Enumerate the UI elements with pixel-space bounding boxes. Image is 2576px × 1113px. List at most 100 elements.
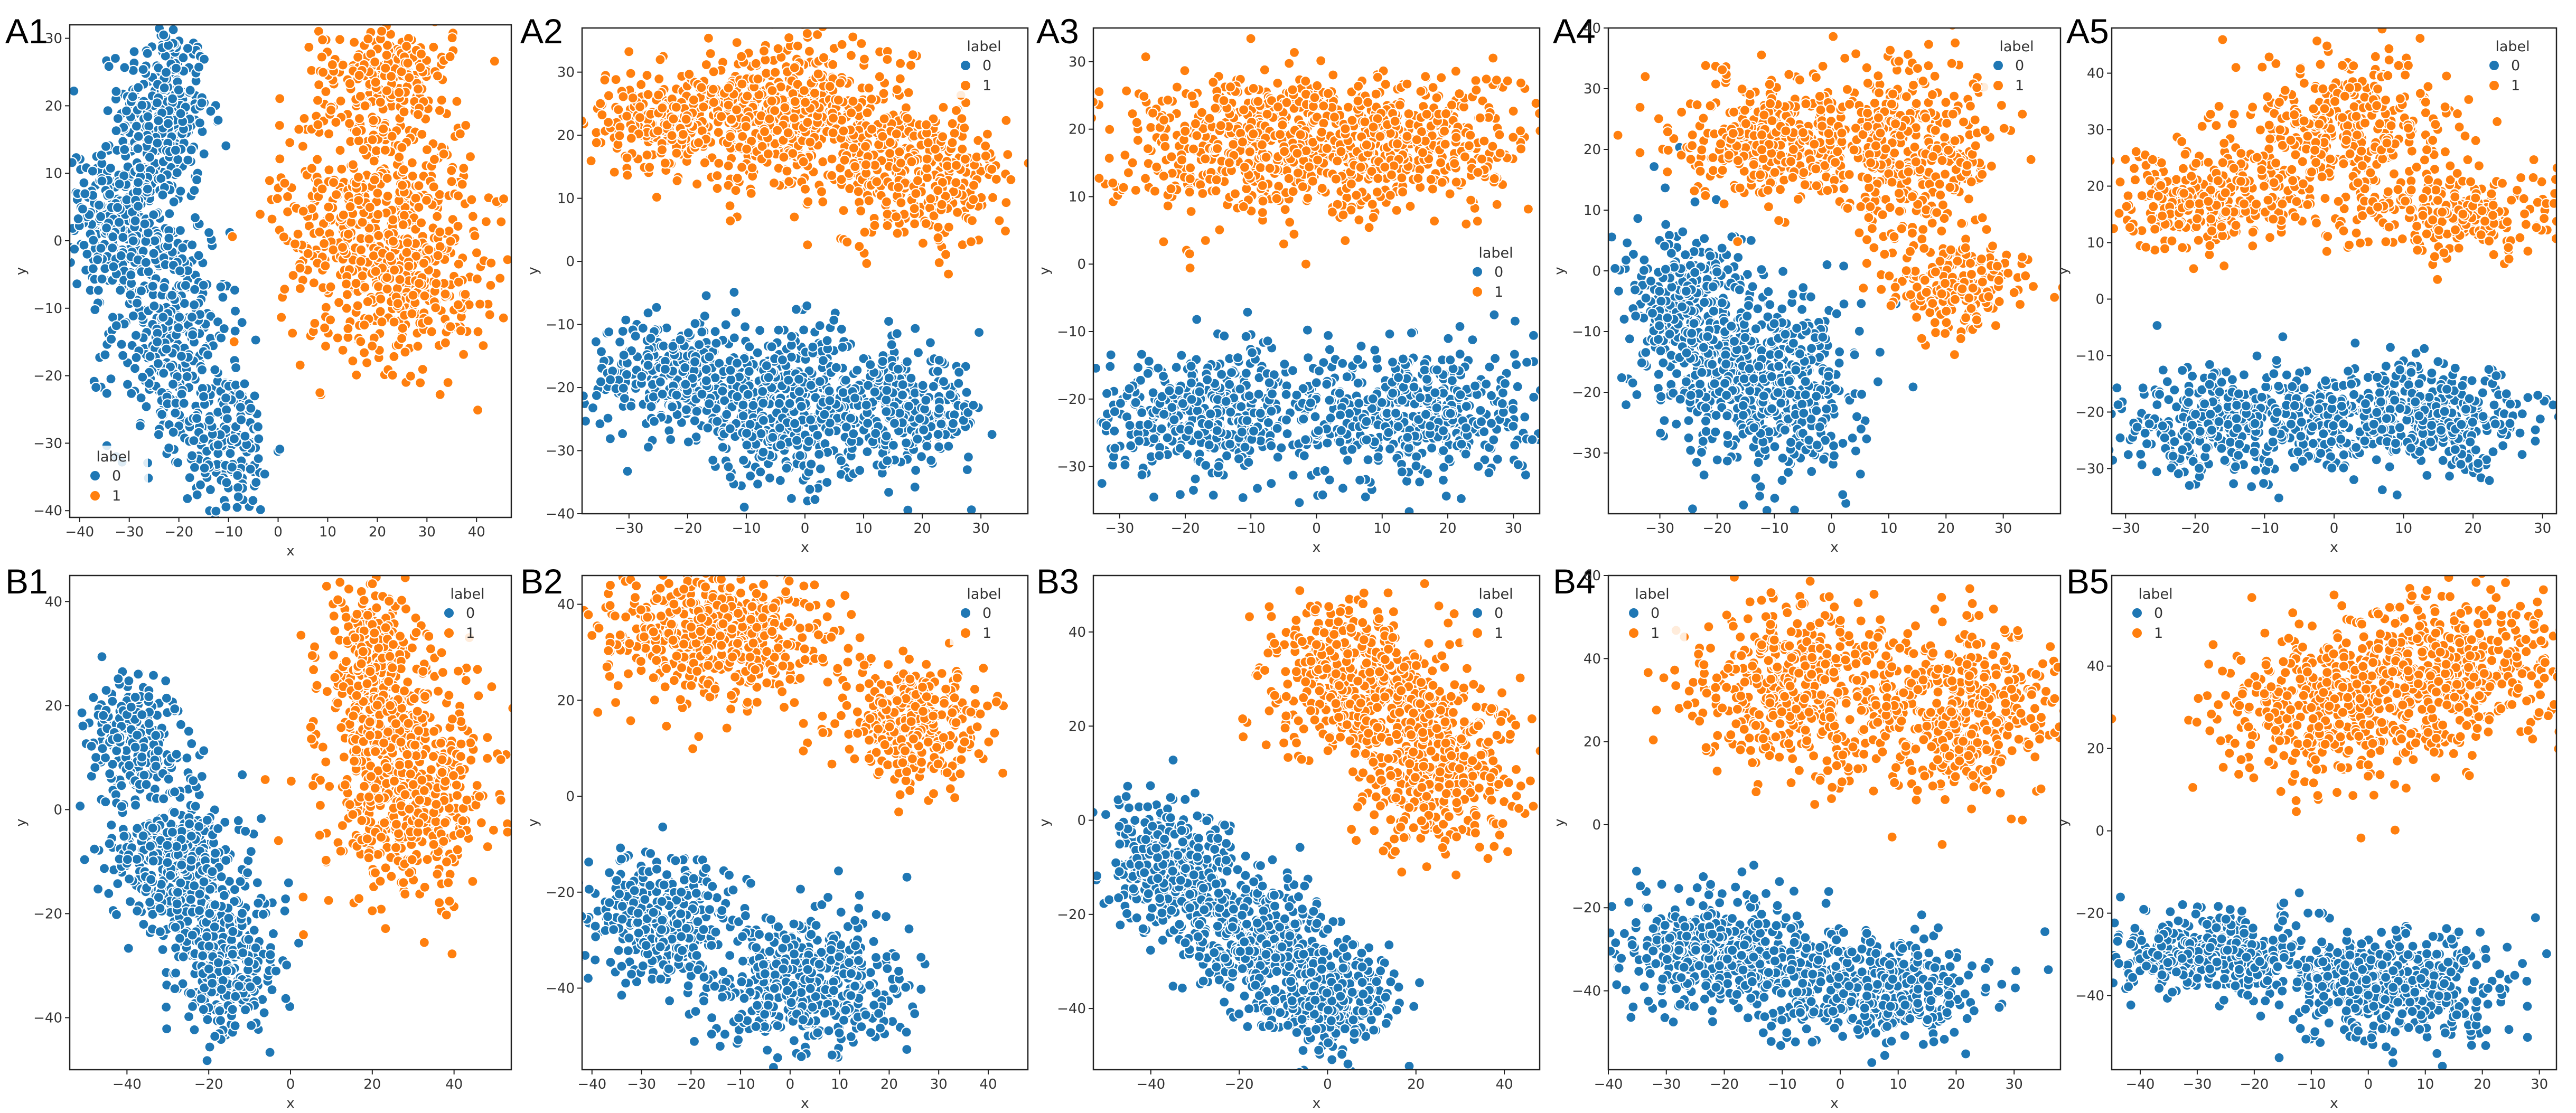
point-label-1 bbox=[382, 190, 394, 202]
point-label-1 bbox=[627, 92, 639, 104]
point-label-0 bbox=[130, 120, 142, 132]
point-label-0 bbox=[836, 323, 847, 335]
point-label-1 bbox=[351, 369, 362, 381]
point-label-0 bbox=[807, 341, 819, 353]
point-label-1 bbox=[922, 137, 934, 148]
point-label-1 bbox=[373, 9, 383, 19]
point-label-0 bbox=[1161, 432, 1173, 444]
point-label-1 bbox=[453, 258, 464, 270]
point-label-0 bbox=[99, 349, 111, 361]
point-label-1 bbox=[968, 180, 980, 191]
legend-title: label bbox=[967, 39, 1001, 55]
point-label-1 bbox=[303, 41, 315, 53]
point-label-0 bbox=[274, 444, 286, 455]
point-label-0 bbox=[81, 248, 93, 260]
legend-title: label bbox=[96, 449, 130, 465]
point-label-0 bbox=[1520, 469, 1531, 481]
point-label-1 bbox=[792, 40, 803, 52]
point-label-0 bbox=[220, 140, 232, 152]
point-label-0 bbox=[173, 322, 184, 334]
point-label-0 bbox=[92, 285, 104, 296]
point-label-0 bbox=[1051, 359, 1061, 369]
point-label-1 bbox=[320, 340, 332, 352]
point-label-1 bbox=[381, 173, 393, 184]
point-label-0 bbox=[202, 349, 214, 361]
point-label-1 bbox=[374, 96, 386, 108]
point-label-0 bbox=[1191, 314, 1203, 325]
point-label-1 bbox=[838, 205, 849, 216]
point-label-1 bbox=[839, 154, 850, 166]
point-label-1 bbox=[816, 186, 828, 197]
point-label-1 bbox=[407, 170, 418, 182]
point-label-1 bbox=[938, 101, 949, 113]
point-label-1 bbox=[326, 59, 338, 71]
point-label-1 bbox=[860, 159, 872, 171]
point-label-1 bbox=[778, 152, 790, 163]
point-label-0 bbox=[115, 250, 127, 261]
point-label-1 bbox=[314, 387, 326, 399]
point-label-1 bbox=[361, 357, 373, 369]
series-1 bbox=[227, 9, 511, 416]
x-tick-label: 30 bbox=[418, 524, 436, 540]
point-label-1 bbox=[910, 188, 922, 200]
point-label-0 bbox=[156, 409, 168, 420]
point-label-1 bbox=[438, 148, 449, 160]
panel-a1: A1−40 −30 −20 −10 0 10 20 30 40−40−30−20−1001020… bbox=[5, 9, 512, 559]
point-label-0 bbox=[793, 373, 805, 385]
point-label-0 bbox=[180, 279, 191, 291]
point-label-1 bbox=[723, 160, 734, 172]
y-tick-label: 30 bbox=[45, 31, 62, 47]
point-label-1 bbox=[355, 336, 367, 347]
point-label-0 bbox=[252, 421, 264, 432]
point-label-1 bbox=[947, 137, 958, 148]
point-label-0 bbox=[595, 346, 607, 357]
point-label-0 bbox=[932, 429, 944, 440]
point-label-0 bbox=[178, 398, 190, 409]
point-label-0 bbox=[752, 478, 764, 490]
point-label-1 bbox=[428, 154, 441, 165]
point-label-0 bbox=[119, 62, 130, 73]
point-label-0 bbox=[196, 364, 208, 376]
point-label-0 bbox=[121, 379, 134, 390]
point-label-1 bbox=[965, 236, 977, 248]
point-label-0 bbox=[785, 493, 798, 504]
point-label-0 bbox=[910, 323, 921, 334]
y-tick-label: 10 bbox=[557, 191, 575, 207]
point-label-0 bbox=[161, 343, 172, 355]
point-label-1 bbox=[298, 112, 310, 124]
point-label-1 bbox=[768, 177, 780, 189]
point-label-1 bbox=[895, 157, 907, 169]
point-label-0 bbox=[891, 328, 903, 339]
x-axis-label: x bbox=[286, 543, 294, 559]
point-label-0 bbox=[79, 188, 91, 200]
point-label-0 bbox=[791, 435, 803, 446]
point-label-0 bbox=[617, 325, 629, 337]
point-label-0 bbox=[709, 326, 721, 337]
point-label-0 bbox=[789, 418, 801, 429]
point-label-0 bbox=[1093, 362, 1102, 374]
point-label-0 bbox=[1280, 414, 1292, 426]
point-label-0 bbox=[809, 494, 821, 505]
point-label-1 bbox=[688, 94, 699, 106]
point-label-1 bbox=[444, 51, 456, 62]
point-label-0 bbox=[724, 423, 736, 435]
point-label-1 bbox=[297, 205, 309, 217]
point-label-1 bbox=[798, 156, 809, 167]
point-label-1 bbox=[525, 137, 535, 147]
point-label-1 bbox=[347, 355, 359, 367]
point-label-0 bbox=[1454, 320, 1466, 333]
point-label-1 bbox=[454, 128, 466, 140]
point-label-1 bbox=[399, 346, 411, 358]
point-label-0 bbox=[880, 405, 892, 418]
point-label-0 bbox=[167, 379, 179, 390]
point-label-0 bbox=[700, 364, 712, 375]
point-label-1 bbox=[545, 176, 555, 186]
point-label-0 bbox=[757, 414, 770, 426]
point-label-0 bbox=[1521, 356, 1533, 368]
point-label-0 bbox=[184, 472, 195, 484]
point-label-0 bbox=[741, 427, 753, 439]
point-label-0 bbox=[723, 461, 734, 473]
point-label-0 bbox=[667, 341, 679, 352]
point-label-1 bbox=[742, 90, 753, 102]
